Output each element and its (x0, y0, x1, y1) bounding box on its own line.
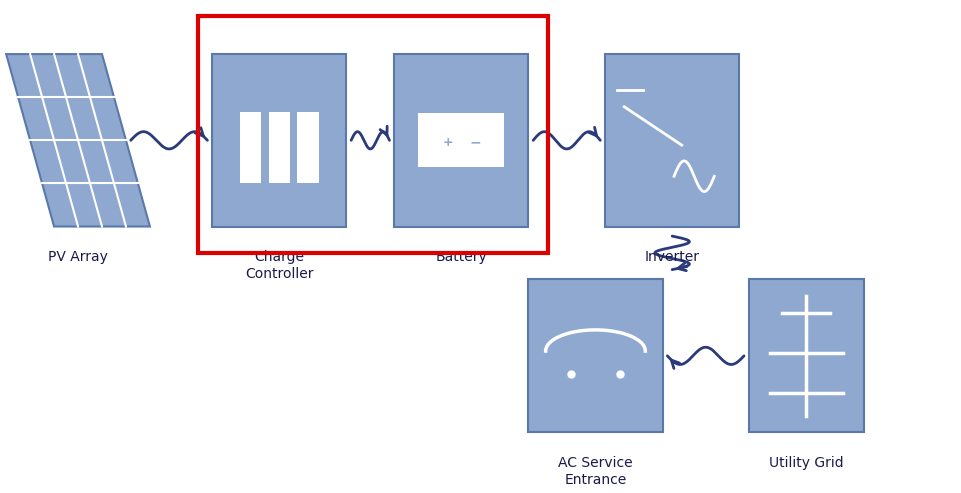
Text: +: + (442, 136, 453, 149)
FancyBboxPatch shape (605, 54, 739, 226)
FancyBboxPatch shape (418, 113, 505, 167)
Polygon shape (6, 54, 150, 226)
FancyBboxPatch shape (394, 54, 529, 226)
FancyBboxPatch shape (529, 279, 662, 432)
FancyBboxPatch shape (240, 111, 261, 183)
Text: −: − (469, 135, 480, 149)
FancyBboxPatch shape (435, 99, 451, 113)
Text: PV Array: PV Array (48, 250, 108, 264)
Text: Charge
Controller: Charge Controller (245, 250, 313, 281)
FancyBboxPatch shape (212, 54, 346, 226)
FancyBboxPatch shape (471, 99, 486, 113)
FancyBboxPatch shape (269, 111, 290, 183)
FancyBboxPatch shape (298, 111, 318, 183)
Text: Inverter: Inverter (645, 250, 700, 264)
Text: AC Service
Entrance: AC Service Entrance (558, 457, 632, 487)
Text: Utility Grid: Utility Grid (769, 457, 844, 470)
FancyBboxPatch shape (749, 279, 864, 432)
Text: Battery: Battery (435, 250, 487, 264)
